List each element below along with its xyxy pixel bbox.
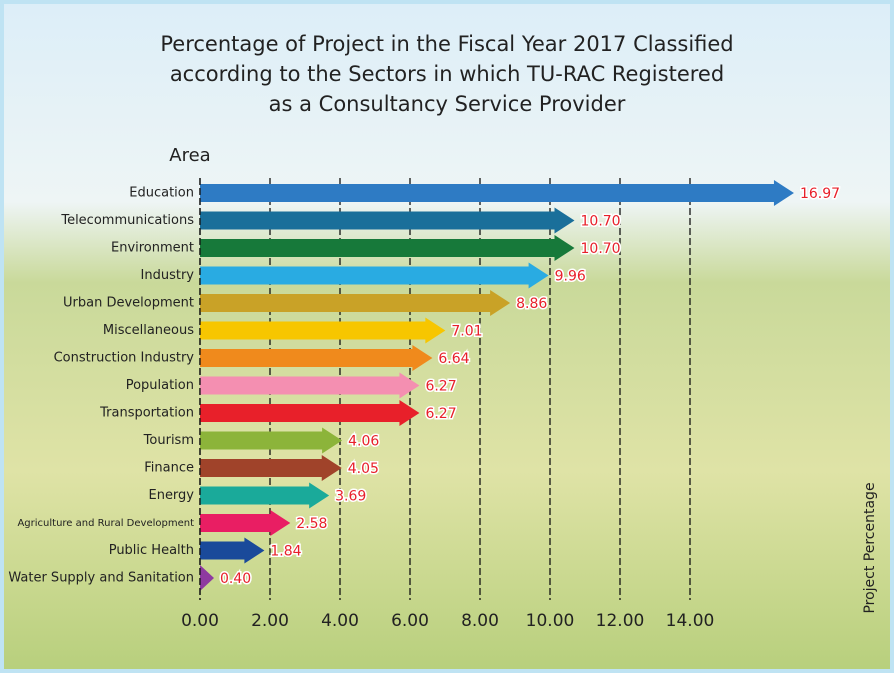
chart-title-line: Percentage of Project in the Fiscal Year…	[160, 32, 733, 56]
x-axis-title: Project Percentage	[862, 482, 878, 613]
value-label: 3.69	[335, 489, 366, 505]
y-tick-label: Population	[126, 378, 194, 393]
value-label: 9.96	[555, 269, 586, 285]
bar-arrow	[200, 345, 433, 371]
y-tick-label: Public Health	[109, 543, 194, 558]
y-tick-label: Agriculture and Rural Development	[17, 518, 194, 529]
value-label: 8.86	[516, 296, 547, 312]
x-tick-label: 8.00	[461, 611, 499, 631]
value-label: 7.01	[451, 324, 482, 340]
y-tick-label: Miscellaneous	[103, 323, 194, 338]
bar-arrow	[200, 262, 549, 289]
bar-arrow	[200, 510, 291, 536]
y-tick-label: Industry	[141, 268, 195, 283]
bar-arrow	[200, 372, 420, 399]
bar-arrow	[200, 400, 420, 426]
bar-arrow	[200, 207, 575, 234]
x-tick-label: 10.00	[526, 611, 575, 631]
value-label: 4.05	[348, 461, 379, 477]
bar-arrow	[200, 235, 575, 261]
value-label: 2.58	[296, 516, 327, 532]
x-tick-label: 4.00	[321, 611, 359, 631]
bar-arrow	[200, 180, 794, 206]
y-tick-label: Tourism	[143, 433, 194, 448]
x-tick-label: 14.00	[666, 611, 715, 631]
x-tick-label: 6.00	[391, 611, 429, 631]
x-tick-label: 2.00	[251, 611, 289, 631]
bar-arrow	[200, 482, 330, 509]
x-tick-label: 0.00	[181, 611, 219, 631]
value-label: 10.70	[581, 241, 621, 257]
y-tick-label: Telecommunications	[60, 213, 194, 228]
y-tick-label: Transportation	[99, 406, 194, 421]
chart-title-line: as a Consultancy Service Provider	[269, 92, 626, 116]
bar-arrow	[200, 317, 446, 344]
y-tick-label: Urban Development	[63, 296, 194, 311]
bar-arrow	[200, 290, 511, 316]
value-label: 4.06	[348, 434, 379, 450]
title-group: Percentage of Project in the Fiscal Year…	[160, 32, 733, 116]
bar-arrow	[200, 565, 214, 591]
bar-arrow	[200, 537, 265, 564]
bar-arrow	[200, 427, 343, 454]
y-axis-title: Area	[169, 145, 210, 166]
y-tick-label: Environment	[111, 241, 194, 256]
y-tick-label: Water Supply and Sanitation	[8, 571, 194, 586]
y-tick-label: Education	[129, 186, 194, 201]
y-tick-label: Finance	[144, 461, 194, 476]
value-label: 1.84	[270, 544, 301, 560]
bar-arrow	[200, 455, 342, 481]
value-label: 10.70	[581, 214, 621, 230]
value-label: 6.64	[438, 351, 469, 367]
value-label: 6.27	[425, 406, 456, 422]
chart-title-line: according to the Sectors in which TU-RAC…	[170, 62, 724, 86]
value-label: 6.27	[425, 379, 456, 395]
y-tick-label: Energy	[148, 488, 194, 503]
x-tick-label: 12.00	[596, 611, 645, 631]
value-label: 16.97	[800, 186, 840, 202]
value-label: 0.40	[220, 571, 251, 587]
y-tick-label: Construction Industry	[54, 351, 195, 366]
